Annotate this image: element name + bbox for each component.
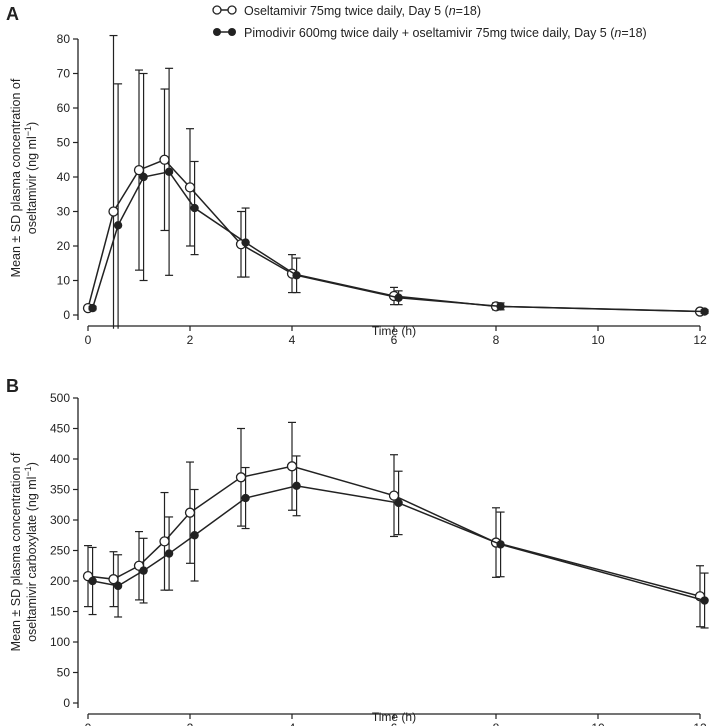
x-tick-label: 2 — [187, 333, 194, 347]
legend-marker-filled — [213, 28, 236, 36]
y-tick-label: 50 — [57, 666, 71, 680]
y-tick-label: 50 — [57, 136, 71, 150]
y-axis-label-a: Mean ± SD plasma concentration of — [9, 78, 23, 277]
x-tick-label: 6 — [391, 333, 398, 347]
series-oseltamivir — [82, 421, 706, 628]
data-point — [496, 540, 505, 549]
y-tick-label: 350 — [50, 483, 70, 497]
legend: Oseltamivir 75mg twice daily, Day 5 (n=1… — [212, 4, 647, 40]
x-tick-label: 12 — [693, 333, 707, 347]
data-point — [190, 531, 199, 540]
y-tick-label: 100 — [50, 635, 70, 649]
y-axis-label-b: Mean ± SD plasma concentration of — [9, 452, 23, 651]
y-axis-label-b-units: oseltamivir carboxylate (ng ml−1) — [23, 462, 39, 642]
data-point — [292, 271, 301, 280]
panel-b: B Mean ± SD plasma concentration of osel… — [6, 376, 709, 726]
y-tick-label: 250 — [50, 544, 70, 558]
legend-label-oseltamivir: Oseltamivir 75mg twice daily, Day 5 (n=1… — [244, 4, 481, 18]
y-tick-label: 0 — [63, 308, 70, 322]
data-point — [88, 576, 97, 586]
data-point — [700, 596, 709, 605]
data-point — [113, 221, 123, 230]
series-line — [92, 485, 705, 602]
data-point — [88, 303, 97, 313]
series-pimodivir — [88, 455, 709, 629]
data-point — [164, 549, 174, 558]
data-point — [235, 472, 247, 483]
y-tick-label: 70 — [57, 67, 71, 81]
y-tick-label: 400 — [50, 452, 70, 466]
data-point — [184, 182, 196, 193]
y-tick-label: 450 — [50, 422, 70, 436]
x-tick-label: 6 — [391, 721, 398, 726]
data-point — [108, 206, 119, 217]
x-tick-label: 12 — [693, 721, 707, 726]
data-point — [159, 536, 170, 547]
y-axis-label-a-units: oseltamivir (ng ml−1) — [23, 122, 39, 234]
data-point — [394, 498, 403, 508]
y-tick-label: 500 — [50, 391, 70, 405]
series-line — [87, 465, 701, 597]
data-point — [113, 581, 123, 591]
data-point — [388, 490, 400, 501]
x-tick-label: 4 — [289, 333, 296, 347]
data-point — [394, 293, 403, 302]
y-tick-label: 60 — [57, 101, 71, 115]
x-tick-label: 4 — [289, 721, 296, 726]
x-tick-label: 0 — [85, 721, 92, 726]
legend-marker-open — [212, 5, 237, 15]
legend-label-pimodivir: Pimodivir 600mg twice daily + oseltamivi… — [244, 26, 647, 40]
data-point — [292, 481, 301, 491]
x-tick-label: 0 — [85, 333, 92, 347]
data-point — [496, 302, 505, 311]
y-tick-label: 150 — [50, 605, 70, 619]
y-tick-label: 0 — [63, 696, 70, 710]
x-tick-label: 8 — [493, 721, 500, 726]
data-point — [190, 203, 199, 213]
y-tick-label: 40 — [57, 170, 71, 184]
y-tick-label: 10 — [57, 274, 71, 288]
data-point — [139, 566, 148, 575]
data-point — [700, 307, 709, 316]
panel-label-b: B — [6, 376, 19, 396]
data-point — [286, 461, 298, 472]
data-point — [159, 154, 170, 165]
x-tick-label: 10 — [591, 721, 605, 726]
series-line — [91, 170, 705, 313]
x-tick-label: 8 — [493, 333, 500, 347]
panel-label-a: A — [6, 4, 19, 24]
y-tick-label: 300 — [50, 513, 70, 527]
data-point — [241, 238, 250, 247]
x-tick-label: 10 — [591, 333, 605, 347]
data-point — [241, 493, 250, 503]
y-tick-label: 200 — [50, 574, 70, 588]
y-tick-label: 80 — [57, 32, 71, 46]
x-tick-label: 2 — [187, 721, 194, 726]
panel-a: A Mean ± SD plasma concentration of osel… — [6, 4, 709, 347]
y-tick-label: 20 — [57, 239, 71, 253]
data-point — [164, 167, 174, 177]
data-point — [139, 172, 148, 182]
y-tick-label: 30 — [57, 205, 71, 219]
data-point — [184, 507, 196, 518]
series-pimodivir — [88, 67, 709, 329]
